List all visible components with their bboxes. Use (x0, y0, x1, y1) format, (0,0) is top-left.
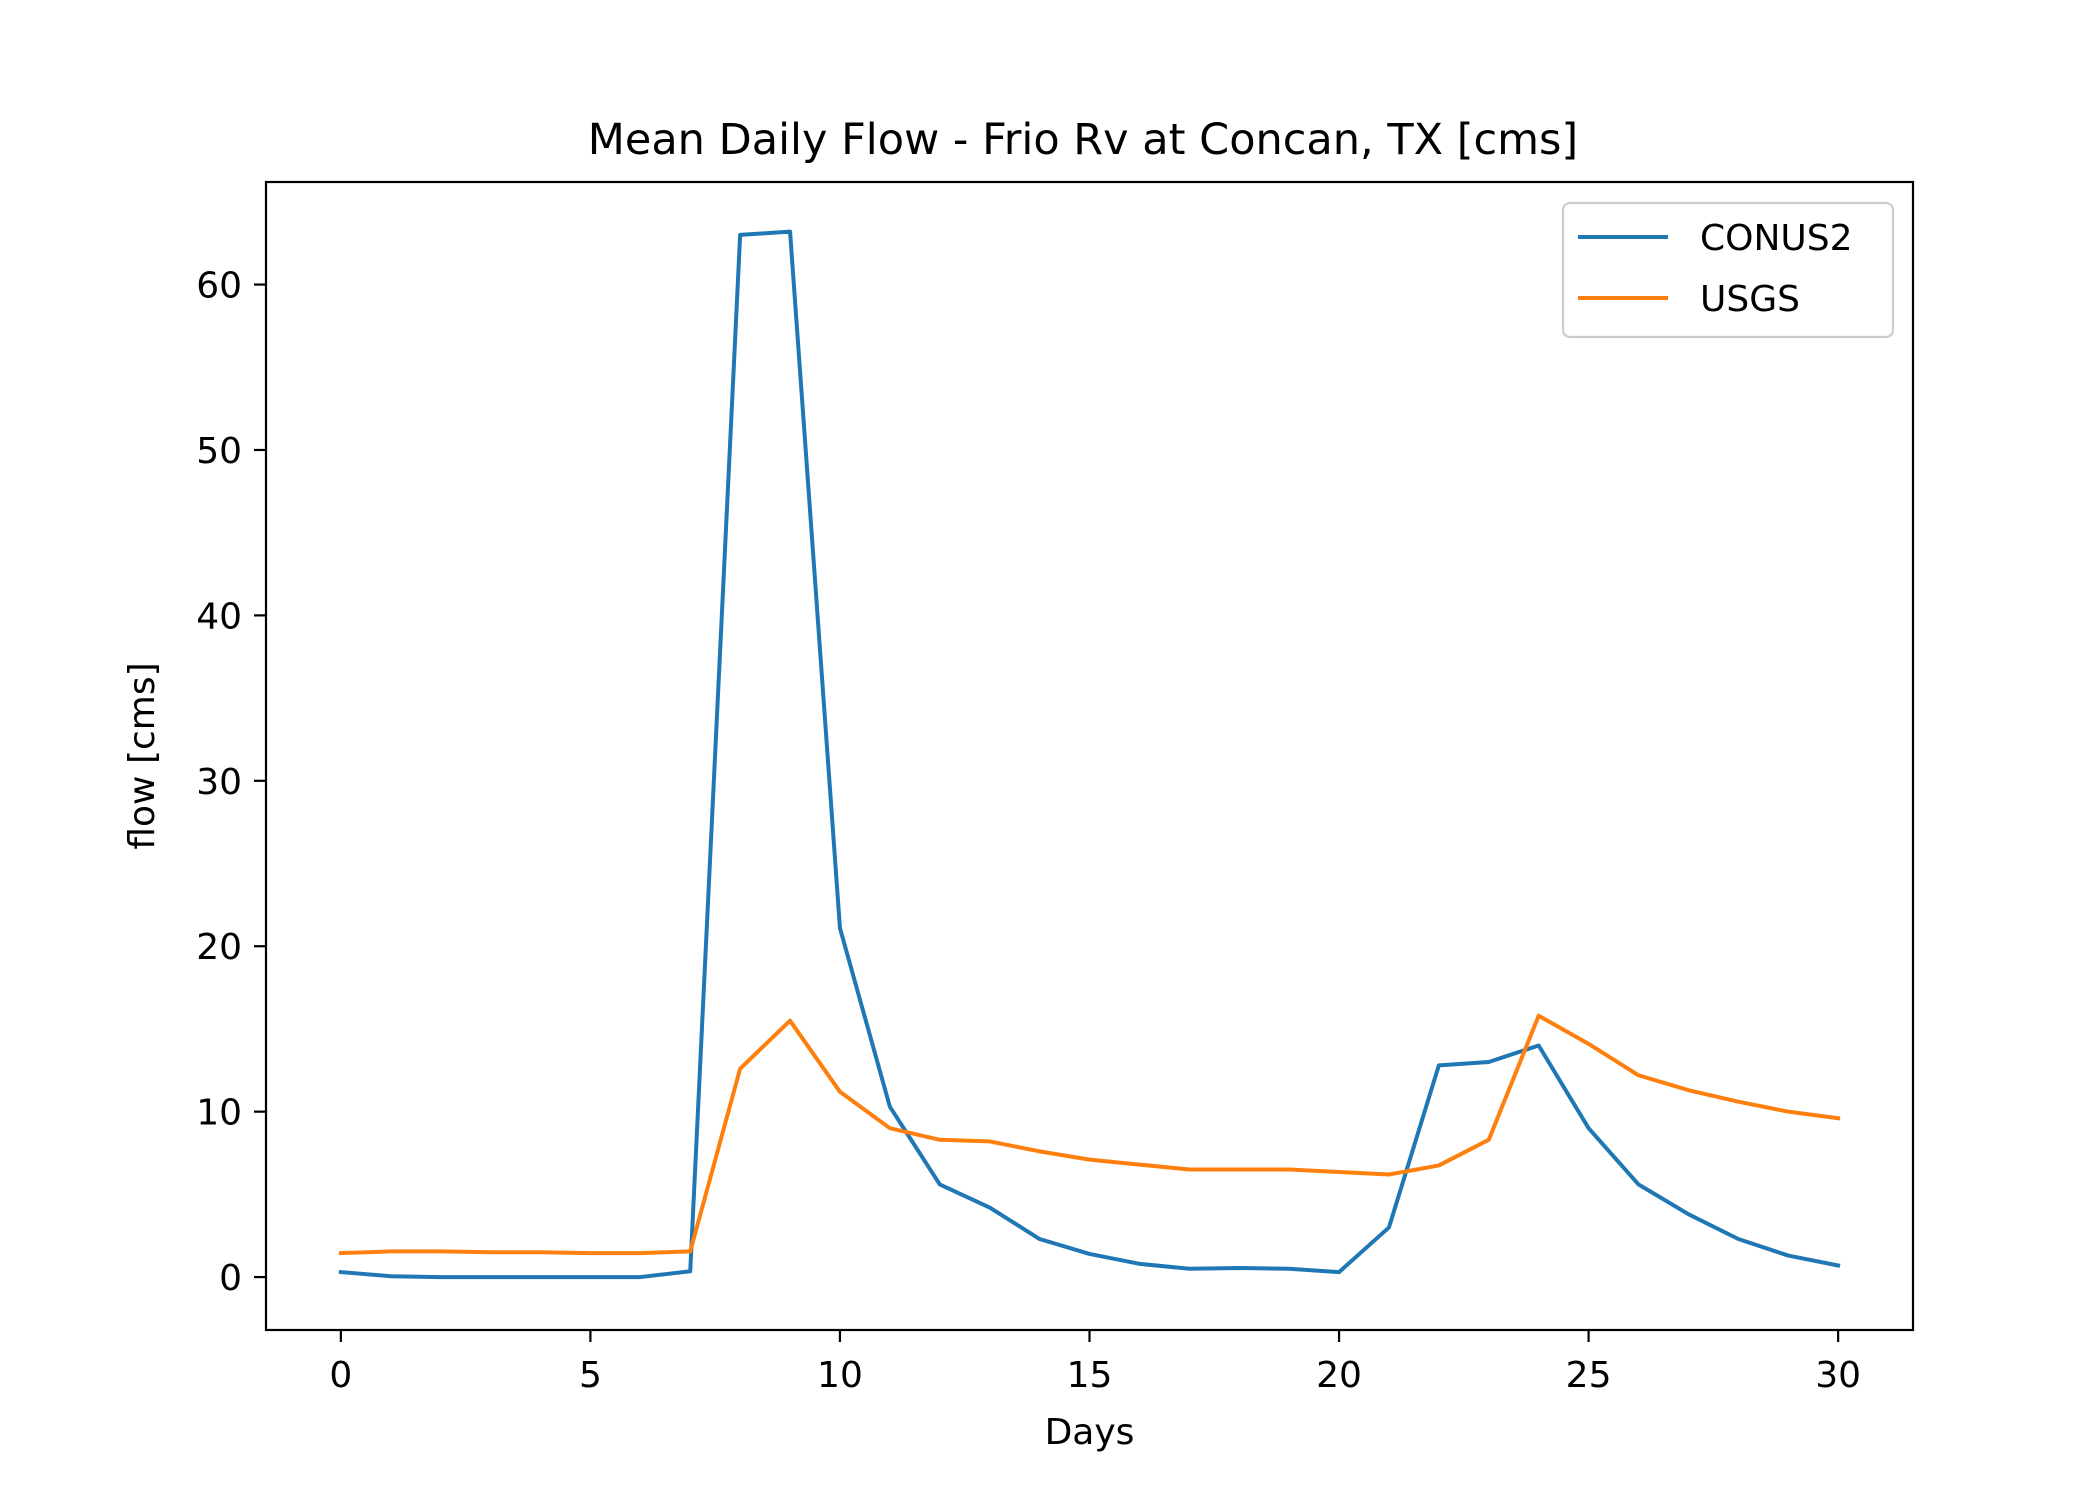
y-axis-ticks: 0 10 20 30 40 50 60 (196, 266, 266, 1299)
legend-items: CONUS2 USGS (1578, 218, 1853, 320)
y-tick-label: 50 (196, 431, 242, 472)
y-tick-label: 10 (196, 1093, 242, 1134)
x-axis-label: Days (1045, 1412, 1135, 1453)
y-tick-label: 40 (196, 596, 242, 637)
x-tick-label: 30 (1815, 1355, 1861, 1396)
x-tick-label: 15 (1067, 1355, 1113, 1396)
chart-title: Mean Daily Flow - Frio Rv at Concan, TX … (588, 115, 1578, 165)
legend: CONUS2 USGS (1561, 201, 1895, 339)
legend-label-conus2: CONUS2 (1700, 218, 1853, 259)
x-axis-ticks: 0 5 10 15 20 25 30 (329, 1330, 1861, 1396)
series-layer (338, 229, 1841, 1280)
legend-label-usgs: USGS (1700, 279, 1800, 320)
x-tick-label: 25 (1566, 1355, 1612, 1396)
series-line-conus2 (338, 229, 1841, 1280)
y-tick-label: 0 (219, 1258, 242, 1299)
x-tick-label: 0 (329, 1355, 352, 1396)
x-tick-label: 20 (1316, 1355, 1362, 1396)
series-line-usgs (338, 1013, 1841, 1256)
y-tick-label: 30 (196, 762, 242, 803)
x-tick-label: 5 (579, 1355, 602, 1396)
plot-area: 0 5 10 15 20 25 30 0 10 20 30 40 50 60 (196, 180, 1915, 1396)
y-tick-label: 60 (196, 266, 242, 307)
y-tick-label: 20 (196, 927, 242, 968)
y-axis-label: flow [cms] (122, 662, 163, 849)
x-tick-label: 10 (817, 1355, 863, 1396)
